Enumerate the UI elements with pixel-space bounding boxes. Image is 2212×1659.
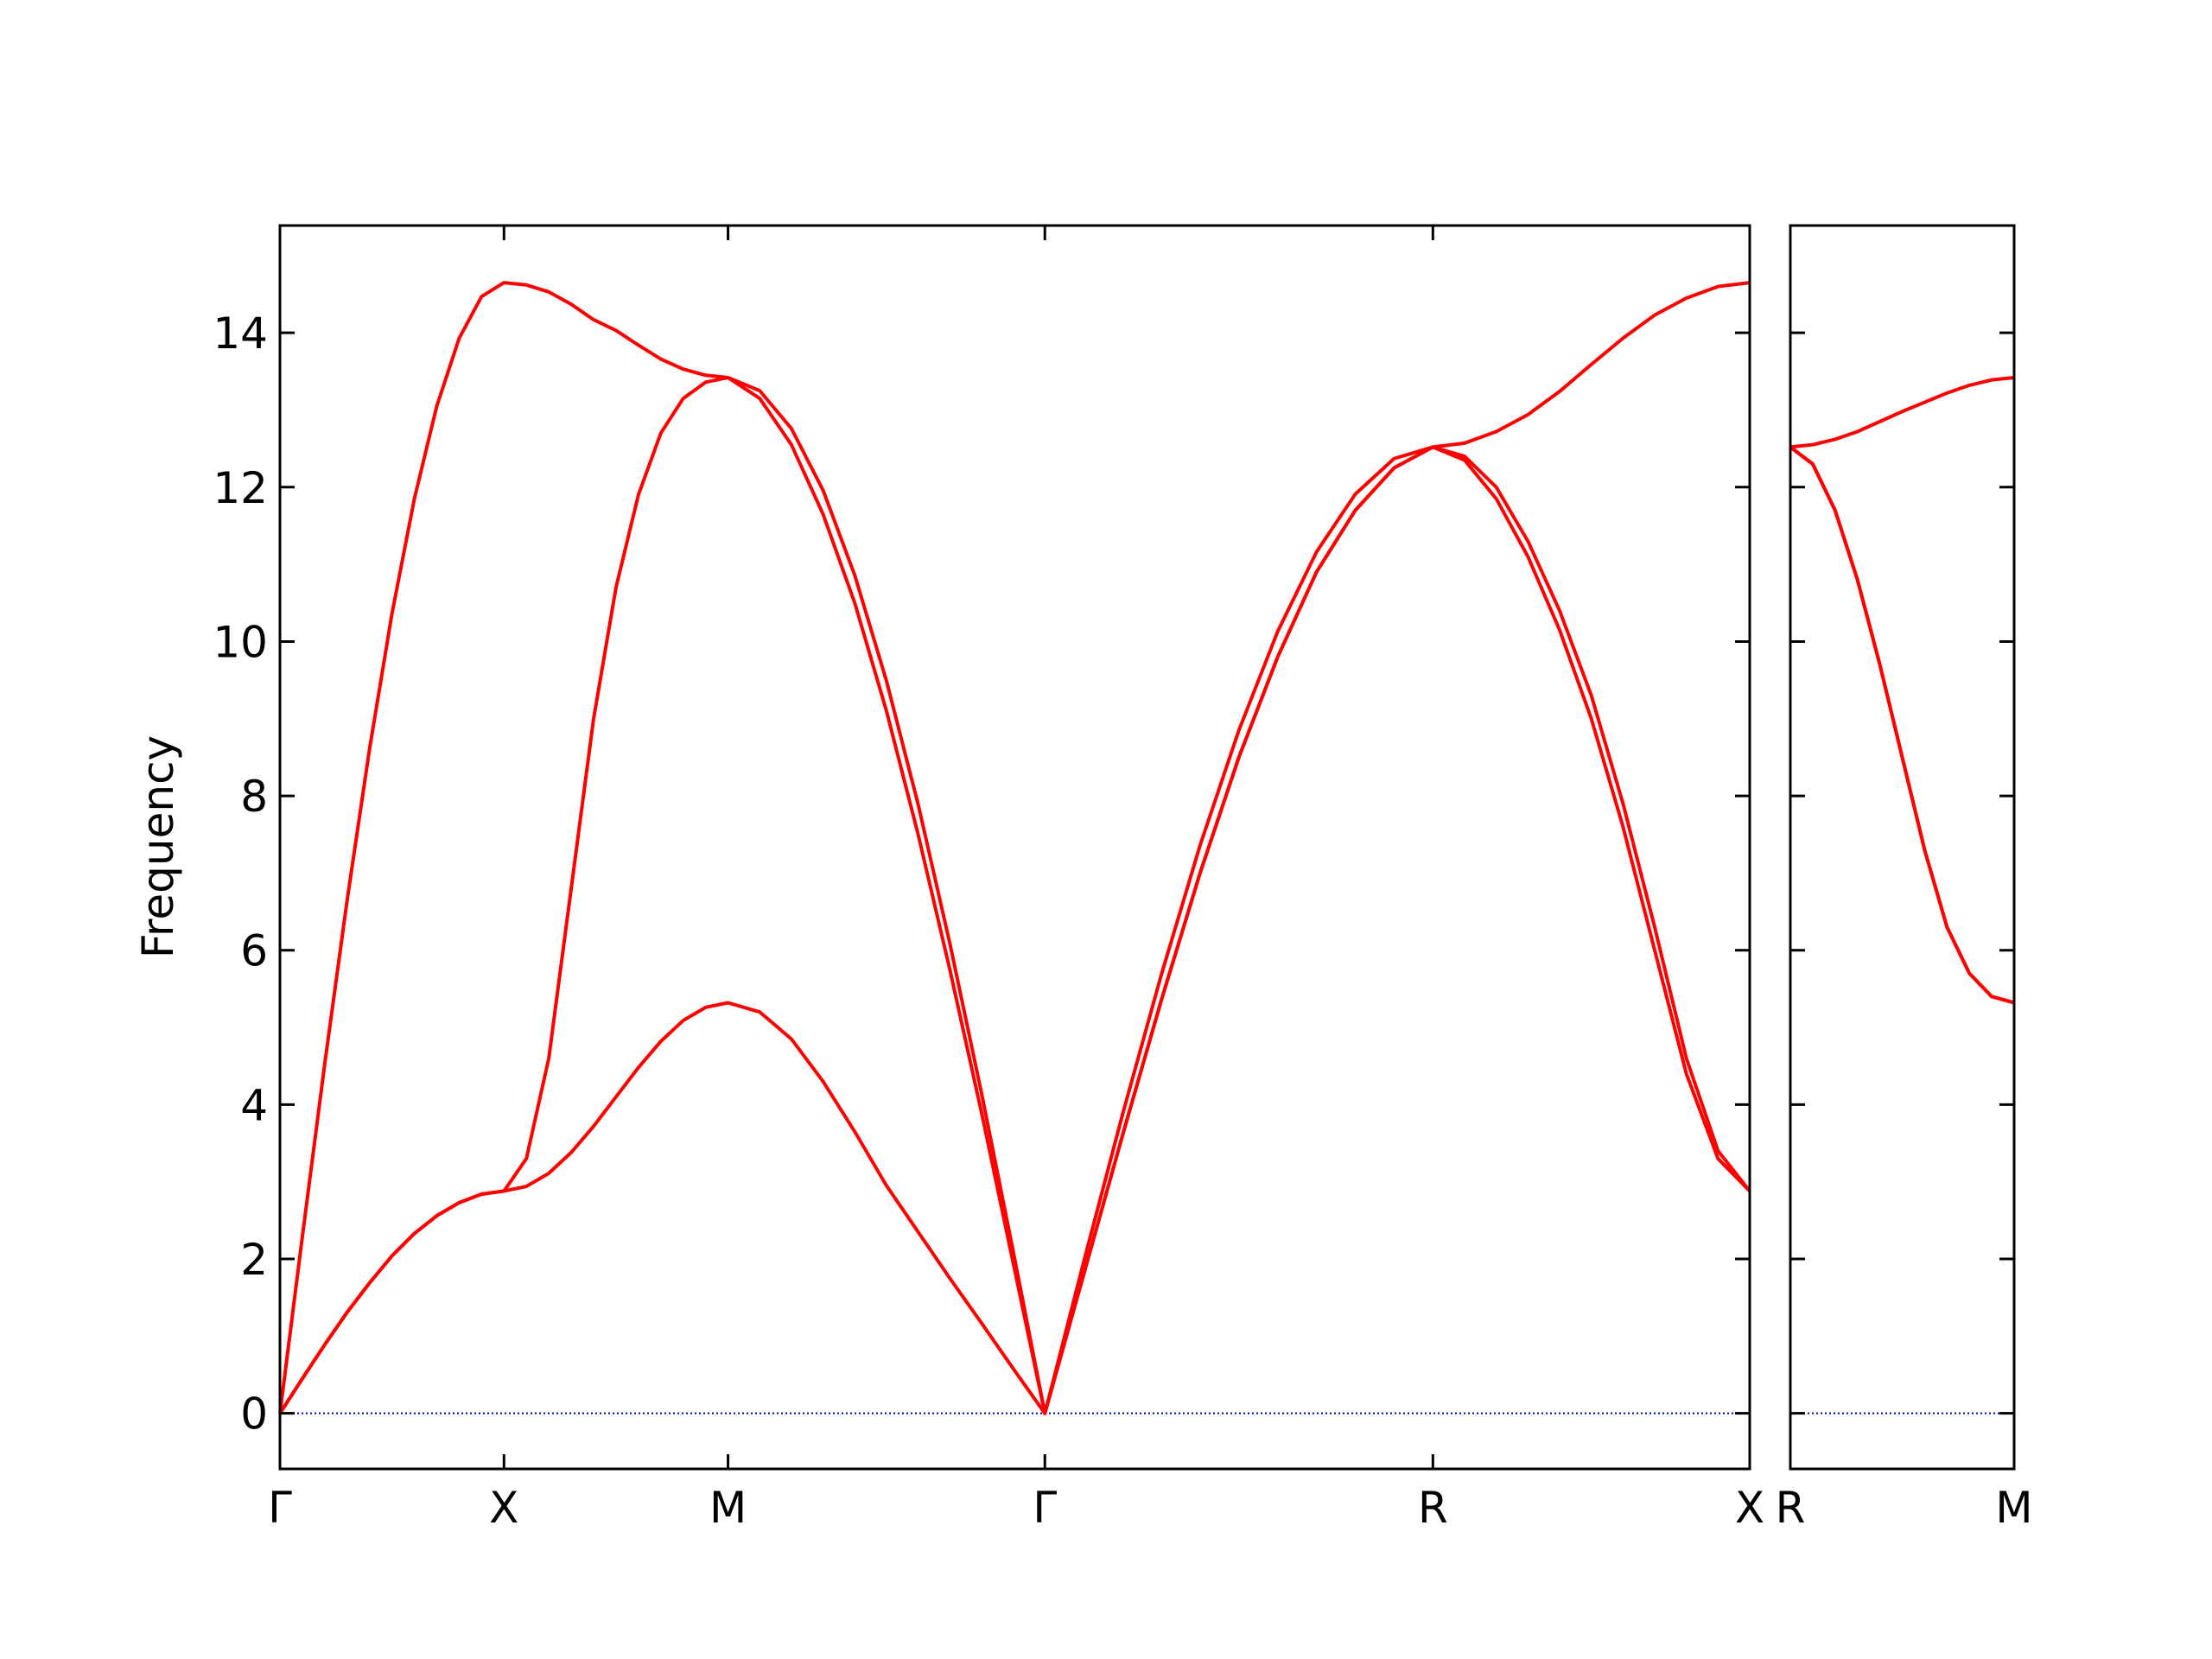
x-tick-label: Γ: [1033, 1483, 1057, 1533]
y-tick-label: 0: [240, 1389, 268, 1440]
y-tick-label: 8: [240, 772, 268, 822]
band-line: [1789, 445, 2015, 1005]
x-tick-label: M: [1995, 1483, 2032, 1533]
x-tick-label: Γ: [268, 1483, 292, 1533]
band-line: [278, 375, 1751, 1415]
band-line: [278, 281, 1751, 1415]
band-line: [1789, 375, 2015, 449]
y-tick-label: 10: [213, 617, 268, 667]
plot-frame: [1789, 224, 2016, 1471]
x-tick-label: R: [1776, 1483, 1806, 1533]
x-tick-label: X: [489, 1483, 518, 1533]
y-axis-label: Frequency: [133, 735, 183, 958]
x-tick-label: R: [1418, 1483, 1448, 1533]
y-tick-label: 4: [240, 1080, 268, 1130]
y-tick-label: 14: [213, 308, 268, 359]
y-tick-label: 6: [240, 926, 268, 976]
y-tick-label: 2: [240, 1235, 268, 1285]
x-tick-label: X: [1735, 1483, 1764, 1533]
x-tick-label: M: [709, 1483, 747, 1533]
plot-frame: [278, 224, 1751, 1471]
band-line: [1789, 445, 2015, 1005]
y-tick-label: 12: [213, 463, 268, 513]
